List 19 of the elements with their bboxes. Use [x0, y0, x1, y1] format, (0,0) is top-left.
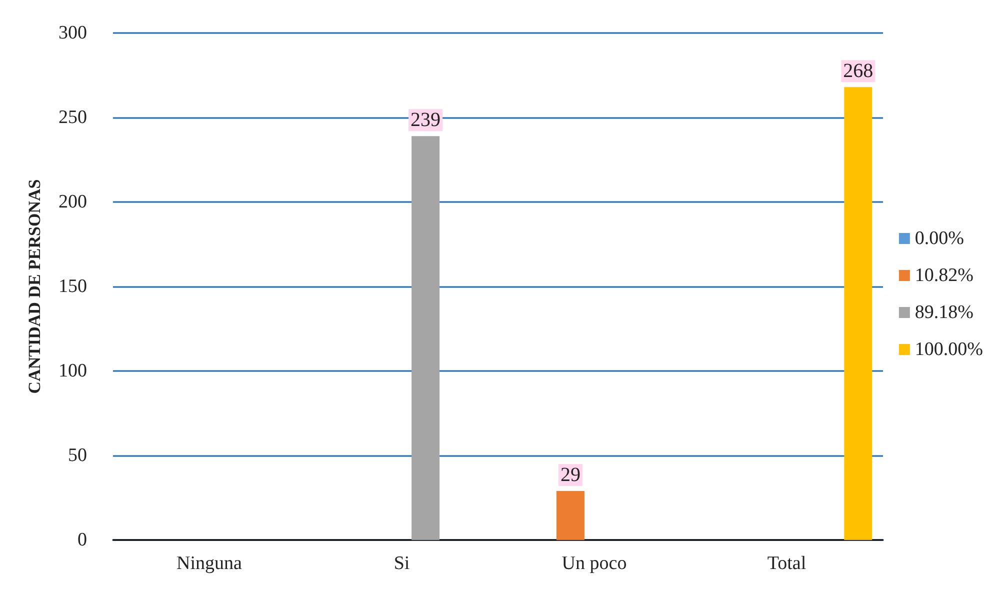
x-tick-label: Si: [394, 553, 410, 574]
y-tick-label: 200: [58, 192, 87, 212]
x-tick-label: Un poco: [562, 553, 627, 574]
data-label: 268: [843, 60, 874, 82]
legend-label: 100.00%: [914, 339, 984, 360]
y-tick-label: 250: [58, 107, 87, 128]
data-label: 239: [410, 109, 441, 132]
y-tick-label: 50: [68, 445, 87, 466]
y-tick-label: 300: [58, 22, 87, 44]
y-tick-label: 100: [58, 360, 87, 382]
x-tick-label: Ninguna: [176, 553, 243, 574]
legend-label: 0.00%: [914, 228, 964, 249]
legend-label: 89.18%: [914, 302, 974, 323]
y-tick-label: 150: [58, 276, 87, 297]
y-axis-title: CANTIDAD DE PERSONAS: [25, 179, 44, 394]
data-label: 29: [560, 464, 580, 486]
legend-label: 10.82%: [914, 265, 974, 286]
x-tick-label: Total: [767, 553, 806, 574]
y-tick-label: 0: [78, 530, 87, 550]
